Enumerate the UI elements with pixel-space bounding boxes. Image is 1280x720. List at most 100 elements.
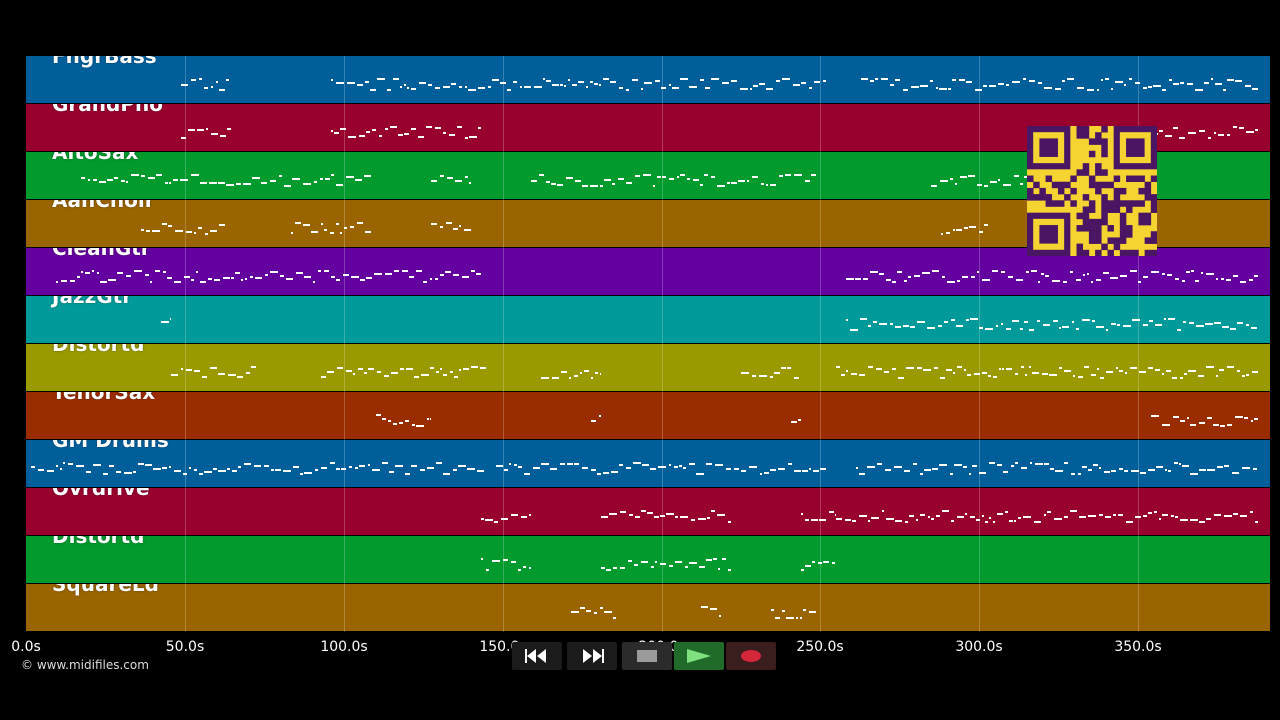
note [634,564,638,566]
note [969,473,971,475]
note [368,368,374,370]
note [114,177,118,179]
gridline [979,56,980,632]
note [443,132,446,134]
note [846,319,848,321]
note [63,462,65,464]
note [876,368,882,370]
note [430,418,431,420]
note [370,89,376,91]
stop-button[interactable] [622,642,672,670]
note [1217,466,1223,468]
note [1131,470,1139,472]
note [701,606,708,608]
note [1078,376,1083,378]
play-button[interactable] [674,642,724,670]
note [427,467,434,469]
note [947,281,955,283]
note [707,517,710,519]
note [1190,473,1198,475]
note [1034,521,1041,523]
note [219,224,225,226]
rewind-icon [525,649,546,663]
note [1240,515,1247,517]
track-notes [481,558,835,571]
note [812,561,815,563]
note [669,178,674,180]
note [503,559,508,561]
note [459,369,461,371]
note [983,85,987,87]
note [477,470,484,472]
note [920,514,925,516]
note [920,85,928,87]
note [903,325,909,327]
note [960,176,967,178]
note [944,321,948,323]
note [1012,81,1020,83]
note [1092,320,1095,322]
note [759,375,767,377]
note [885,469,891,471]
note [1110,277,1118,279]
note [1091,374,1096,376]
note [1153,85,1161,87]
note [1215,83,1222,85]
note [346,176,354,178]
note [514,464,517,466]
note [1091,281,1093,283]
note [761,183,764,185]
note [398,134,403,136]
play-icon [687,649,711,663]
note [940,180,948,182]
note [953,372,955,374]
note [753,85,758,87]
note [167,277,172,279]
note [181,84,188,86]
stop-icon [637,650,657,662]
note [619,464,623,466]
note [331,130,333,132]
note [870,80,874,82]
note [1113,514,1116,516]
track-6: JazzGtr [26,296,1270,344]
note [92,270,94,272]
note [406,368,413,370]
rewind-button[interactable] [512,642,562,670]
note [594,612,597,614]
note [1219,369,1224,371]
note [191,279,194,281]
note [261,182,267,184]
note [183,473,187,475]
note [1151,271,1159,273]
note [687,178,690,180]
note [1132,319,1140,321]
note [208,278,212,280]
note [1191,270,1194,272]
gridline [185,56,186,632]
note [126,275,131,277]
note [330,232,334,234]
note [348,136,356,138]
record-button[interactable] [726,642,776,670]
note [1227,134,1230,136]
note [1227,79,1234,81]
note [1100,377,1104,379]
note [1052,280,1060,282]
note [868,325,871,327]
track-notes [141,222,988,235]
note [351,276,359,278]
note [927,327,935,329]
note [291,232,293,234]
track-label: CleanGtr [52,248,151,260]
note [727,182,730,184]
track-12: SquareLd [26,584,1270,632]
note [635,516,640,518]
note [204,471,212,473]
fast-forward-button[interactable] [567,642,617,670]
track-label: AahChoir [52,200,155,212]
note [546,181,550,183]
note [897,271,902,273]
note [984,224,988,226]
note [800,617,802,619]
